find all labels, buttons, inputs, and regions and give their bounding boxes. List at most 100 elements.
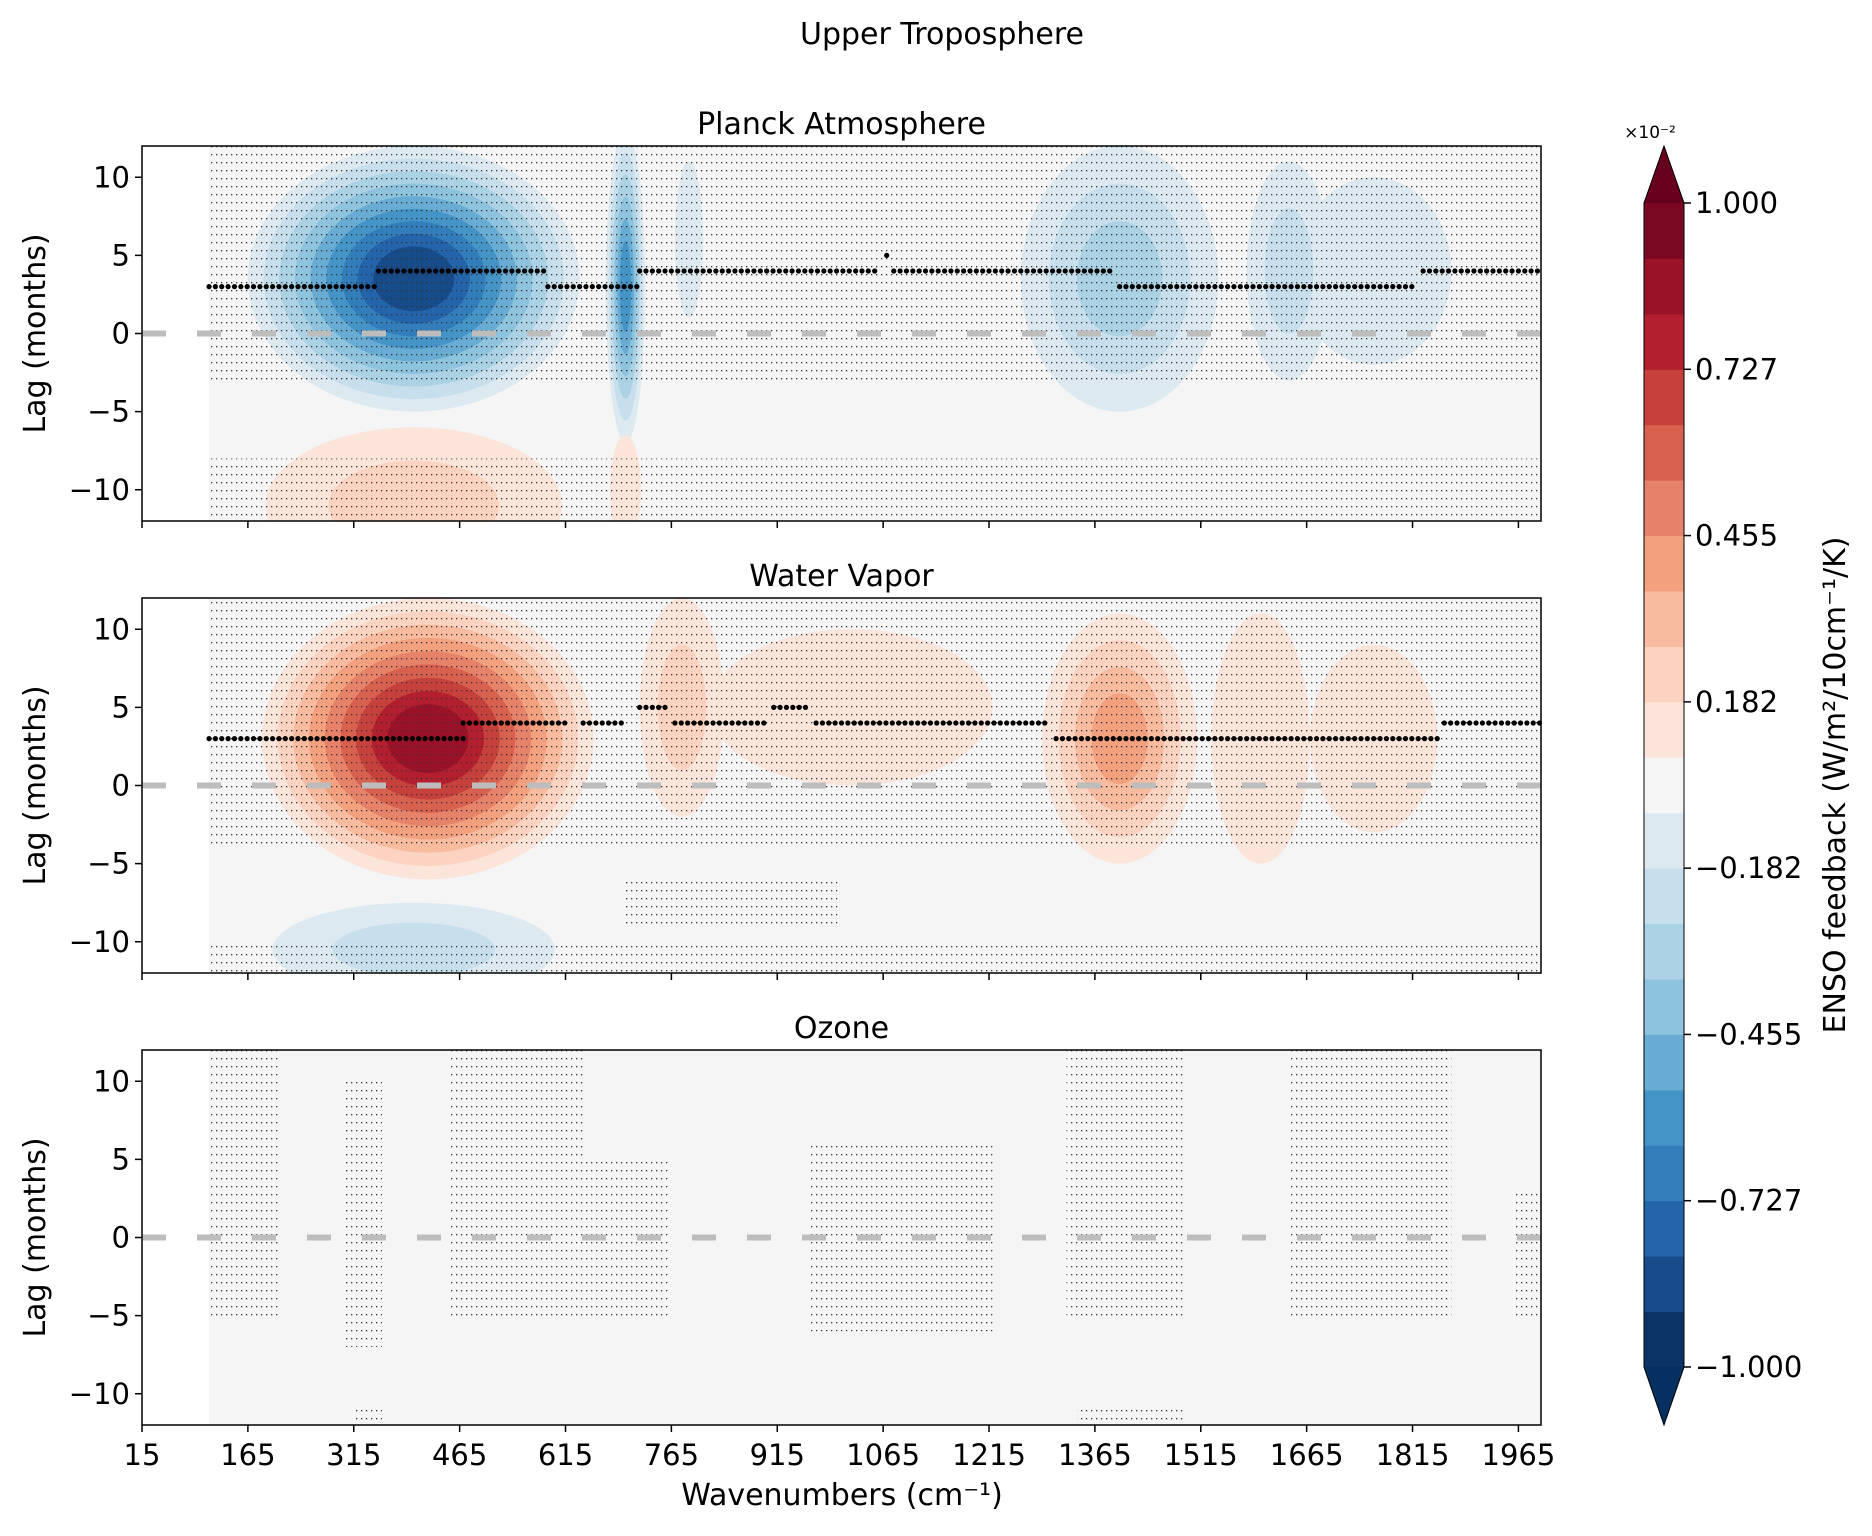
max-lag-dot: [498, 720, 504, 726]
max-lag-dot: [826, 720, 832, 726]
max-lag-dot: [1320, 284, 1326, 290]
max-lag-dot: [1142, 284, 1148, 290]
max-lag-dot: [382, 268, 388, 274]
max-lag-dot: [320, 736, 327, 742]
max-lag-dot: [857, 720, 864, 726]
max-lag-dot: [346, 284, 352, 290]
max-lag-dot: [833, 268, 840, 274]
max-lag-dot: [1345, 284, 1351, 290]
max-lag-dot: [534, 268, 540, 274]
max-lag-dot: [1148, 736, 1154, 742]
significance-stipple: [209, 458, 1541, 521]
max-lag-dot: [1263, 736, 1269, 742]
max-lag-dot: [1464, 268, 1471, 274]
max-lag-dot: [301, 284, 307, 290]
max-lag-dot: [795, 268, 802, 274]
max-lag-dot: [738, 268, 744, 274]
max-lag-dot: [212, 736, 219, 742]
max-lag-dot: [375, 268, 382, 274]
colorbar-band: [1644, 535, 1684, 592]
max-lag-dot: [511, 720, 517, 726]
max-lag-dot: [1218, 284, 1224, 290]
max-lag-dot: [605, 720, 612, 726]
max-lag-dot: [668, 268, 674, 274]
y-axis-label: Lag (months): [18, 233, 53, 433]
max-lag-dot: [1479, 720, 1486, 726]
colorbar-label: ENSO feedback (W/m²/10cm⁻¹/K): [1818, 536, 1853, 1033]
max-lag-dot: [1326, 284, 1332, 290]
max-lag-dot: [269, 736, 276, 742]
max-lag-dot: [1517, 720, 1524, 726]
y-axis-label: Lag (months): [18, 1137, 53, 1337]
max-lag-dot: [263, 284, 269, 290]
colorbar-band: [1644, 757, 1684, 814]
max-lag-dot: [485, 720, 492, 726]
significance-stipple: [343, 1081, 382, 1347]
max-lag-dot: [586, 720, 593, 726]
max-lag-dot: [748, 720, 754, 726]
max-lag-dot: [407, 268, 413, 274]
max-lag-dot: [819, 720, 826, 726]
max-lag-dot: [397, 736, 403, 742]
colorbar-tick-label: −1.000: [1695, 1350, 1802, 1384]
max-lag-dot: [716, 720, 722, 726]
y-tick-label: −5: [87, 1299, 130, 1333]
y-tick-label: −10: [69, 473, 130, 507]
max-lag-dot: [1250, 284, 1256, 290]
max-lag-dot: [1452, 268, 1458, 274]
max-lag-dot: [915, 720, 921, 726]
max-lag-dot: [282, 284, 288, 290]
max-lag-dot: [1049, 268, 1056, 274]
max-lag-dot: [276, 284, 282, 290]
max-lag-dot: [1205, 284, 1212, 290]
max-lag-dot: [1307, 284, 1313, 290]
max-lag-dot: [1415, 736, 1421, 742]
max-lag-dot: [1522, 268, 1528, 274]
max-lag-dot: [656, 268, 662, 274]
max-lag-dot: [1473, 720, 1479, 726]
x-tick-label: 1515: [1164, 1438, 1238, 1472]
max-lag-dot: [1426, 268, 1433, 274]
max-lag-dot: [1018, 268, 1024, 274]
max-lag-dot: [713, 268, 719, 274]
max-lag-dot: [433, 268, 439, 274]
max-lag-dot: [206, 284, 212, 290]
max-lag-dot: [959, 720, 965, 726]
max-lag-dot: [985, 720, 991, 726]
max-lag-dot: [333, 284, 339, 290]
colorbar-tick-label: −0.455: [1695, 1017, 1802, 1051]
max-lag-dot: [1282, 736, 1288, 742]
max-lag-dot: [1275, 736, 1282, 742]
max-lag-dot: [460, 720, 466, 726]
max-lag-dot: [496, 268, 502, 274]
max-lag-dot: [1528, 268, 1534, 274]
max-lag-dot: [1402, 284, 1409, 290]
max-lag-dot: [1390, 736, 1396, 742]
max-lag-dot: [528, 268, 534, 274]
max-lag-dot: [473, 720, 479, 726]
max-lag-dot: [1053, 736, 1059, 742]
max-lag-dot: [225, 736, 231, 742]
max-lag-dot: [678, 720, 684, 726]
colorbar-multiplier: ×10⁻²: [1624, 123, 1676, 143]
max-lag-dot: [599, 720, 605, 726]
max-lag-dot: [225, 284, 231, 290]
max-lag-dot: [1075, 268, 1081, 274]
max-lag-dot: [877, 720, 883, 726]
max-lag-dot: [859, 268, 865, 274]
max-lag-dot: [505, 720, 511, 726]
significance-stipple: [449, 1050, 584, 1316]
max-lag-dot: [1496, 268, 1502, 274]
max-lag-dot: [883, 720, 889, 726]
max-lag-dot: [1371, 284, 1377, 290]
max-lag-dot: [441, 736, 447, 742]
max-lag-dot: [589, 284, 595, 290]
max-lag-dot: [1332, 736, 1339, 742]
max-lag-dot: [564, 284, 570, 290]
max-lag-dot: [439, 268, 445, 274]
max-lag-dot: [649, 268, 655, 274]
max-lag-dot: [897, 268, 903, 274]
max-lag-dot: [838, 720, 845, 726]
max-lag-dot: [320, 284, 327, 290]
max-lag-dot: [1534, 268, 1541, 274]
